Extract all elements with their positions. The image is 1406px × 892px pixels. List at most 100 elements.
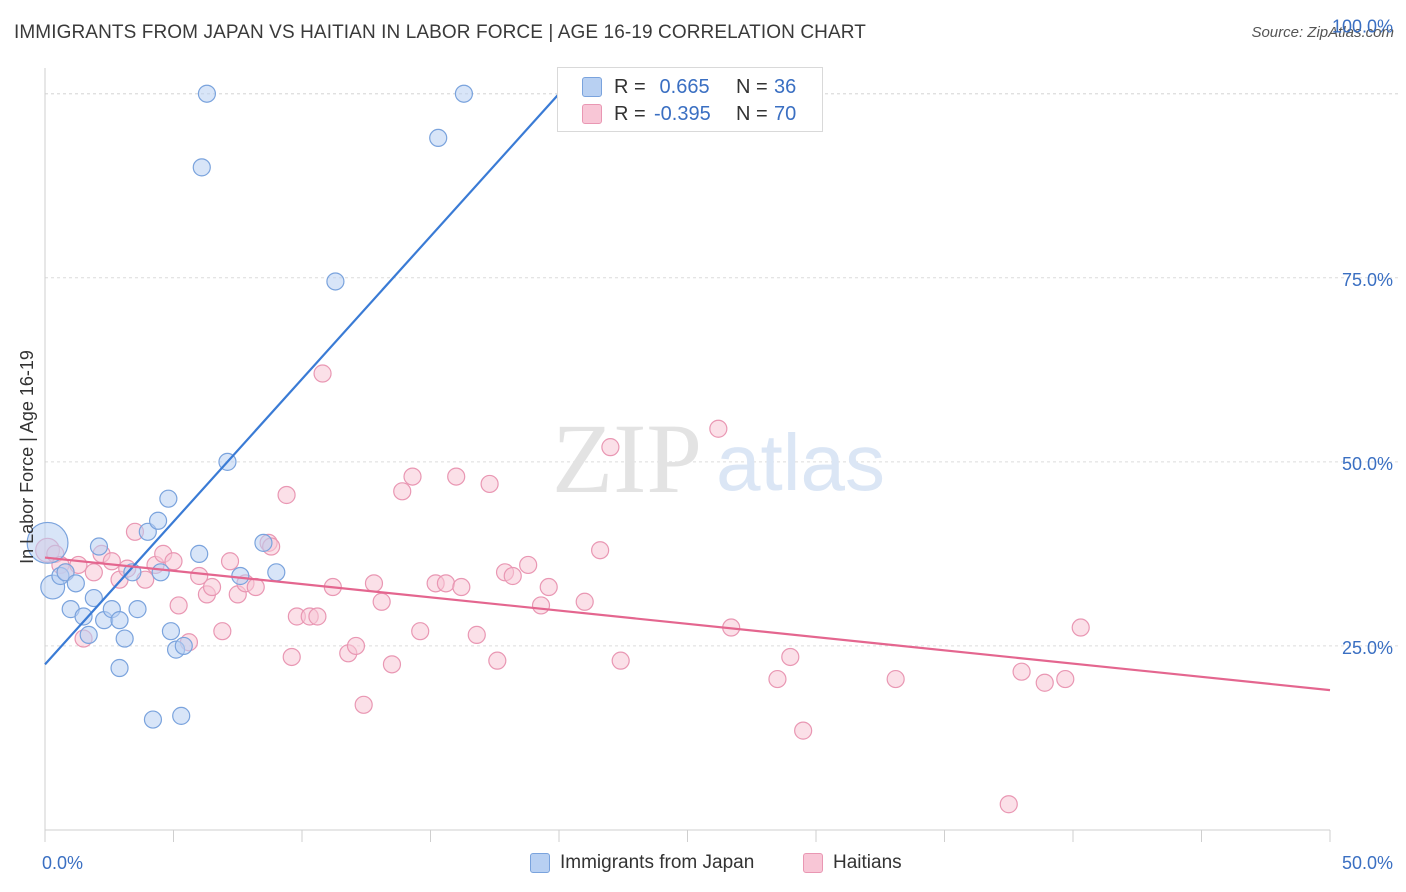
- watermark: ZIP atlas: [552, 403, 885, 514]
- legend-r-value: 0.665: [654, 75, 710, 98]
- haitians-point: [282, 647, 301, 667]
- haitians-point: [403, 467, 422, 486]
- haitians-point: [308, 607, 327, 626]
- haitians-point: [354, 695, 373, 714]
- japan-point: [161, 622, 181, 641]
- haitians-point: [611, 651, 630, 670]
- haitians-point: [102, 552, 121, 571]
- haitians-point: [531, 596, 551, 615]
- legend-n-value: 70: [774, 102, 797, 125]
- chart-source: Source: ZipAtlas.com: [1251, 24, 1394, 41]
- haitians-point: [1071, 618, 1090, 637]
- japan-point: [115, 629, 134, 648]
- japan-point: [159, 489, 178, 508]
- japan-trend-line: [44, 92, 560, 666]
- haitians-point: [1012, 662, 1031, 681]
- legend-row-japan: R = 0.665 N = 36: [582, 75, 796, 99]
- y-tick-label: 25.0%: [1342, 638, 1393, 658]
- haitians-point: [220, 552, 240, 571]
- haitians-point: [382, 655, 402, 674]
- haitians-point: [346, 636, 366, 656]
- x-tick-label: 50.0%: [1342, 853, 1393, 873]
- japan-point: [192, 158, 211, 177]
- haitians-point: [519, 555, 538, 575]
- japan-point: [110, 658, 129, 678]
- series-legend: Immigrants from Japan Haitians: [0, 852, 1406, 878]
- legend-n-label: N =: [736, 75, 768, 98]
- haitians-point: [213, 622, 232, 641]
- legend-r-label: R =: [614, 102, 646, 125]
- haitians-point: [781, 647, 800, 667]
- haitians-point: [313, 364, 332, 383]
- legend-label-japan: Immigrants from Japan: [560, 852, 755, 873]
- haitians-point: [591, 541, 610, 560]
- haitians-point: [1056, 669, 1075, 689]
- legend-swatch-haitians: [803, 853, 823, 873]
- watermark-zip: ZIP: [552, 403, 702, 514]
- haitians-point: [202, 577, 222, 597]
- japan-point: [74, 607, 93, 626]
- haitians-point: [372, 592, 391, 611]
- legend-n-label: N =: [736, 102, 768, 125]
- grid-layer: [45, 93, 1400, 647]
- haitians-point: [447, 467, 466, 486]
- haitians-point: [488, 651, 507, 670]
- japan-point: [151, 563, 170, 582]
- legend-n-value: 36: [774, 75, 797, 98]
- legend-row-haitians: R = -0.395 N = 70: [582, 102, 796, 126]
- watermark-atlas: atlas: [716, 418, 885, 507]
- japan-point: [143, 710, 163, 729]
- haitians-point: [709, 419, 728, 438]
- japan-point: [454, 84, 474, 103]
- legend-item-japan[interactable]: Immigrants from Japan: [530, 852, 754, 874]
- y-axis-label: In Labor Force | Age 16-19: [17, 350, 37, 564]
- legend-r-value: -0.395: [654, 102, 711, 125]
- haitians-point: [436, 574, 456, 593]
- haitians-point: [539, 577, 558, 597]
- japan-point: [254, 533, 273, 552]
- japan-point: [26, 521, 69, 564]
- haitians-point: [364, 574, 384, 593]
- axis-layer: 25.0% 50.0% 75.0% 100.0% 0.0% 50.0%: [42, 17, 1393, 873]
- haitians-point: [411, 622, 430, 641]
- x-tick-label: 0.0%: [42, 853, 83, 873]
- y-tick-label: 75.0%: [1342, 270, 1393, 290]
- haitians-point: [794, 721, 813, 740]
- japan-point: [79, 625, 98, 644]
- haitians-point: [886, 669, 905, 689]
- haitians-point: [277, 485, 296, 505]
- japan-point: [110, 611, 129, 630]
- haitians-point: [601, 438, 620, 457]
- japan-point: [326, 272, 345, 291]
- japan-point: [172, 706, 191, 725]
- japan-point: [190, 544, 209, 563]
- legend-item-haitians[interactable]: Haitians: [803, 852, 902, 874]
- trend-layer: [44, 92, 1331, 692]
- haitians-point: [503, 566, 522, 586]
- haitians-point: [190, 566, 209, 586]
- haitians-point: [480, 474, 499, 494]
- haitians-point: [452, 577, 471, 597]
- haitians-point: [467, 625, 486, 644]
- haitians-point: [84, 563, 103, 582]
- legend-swatch-haitians: [582, 104, 602, 124]
- y-tick-label: 50.0%: [1342, 454, 1393, 474]
- japan-point: [231, 566, 250, 586]
- haitians-point: [246, 577, 265, 597]
- haitians-point: [768, 669, 787, 689]
- japan-point: [128, 600, 147, 619]
- chart-title: IMMIGRANTS FROM JAPAN VS HAITIAN IN LABO…: [14, 22, 866, 43]
- haitians-point: [169, 596, 188, 615]
- haitians-point: [1035, 673, 1054, 692]
- y-tick-label: 100.0%: [1332, 17, 1393, 37]
- japan-point: [66, 574, 85, 593]
- haitians-point: [575, 592, 594, 611]
- japan-point: [197, 84, 217, 103]
- legend-swatch-japan: [530, 853, 550, 873]
- legend-label-haitians: Haitians: [833, 852, 902, 873]
- japan-point: [148, 511, 168, 530]
- japan-point: [84, 588, 103, 608]
- japan-point: [267, 563, 286, 582]
- japan-point: [174, 636, 193, 656]
